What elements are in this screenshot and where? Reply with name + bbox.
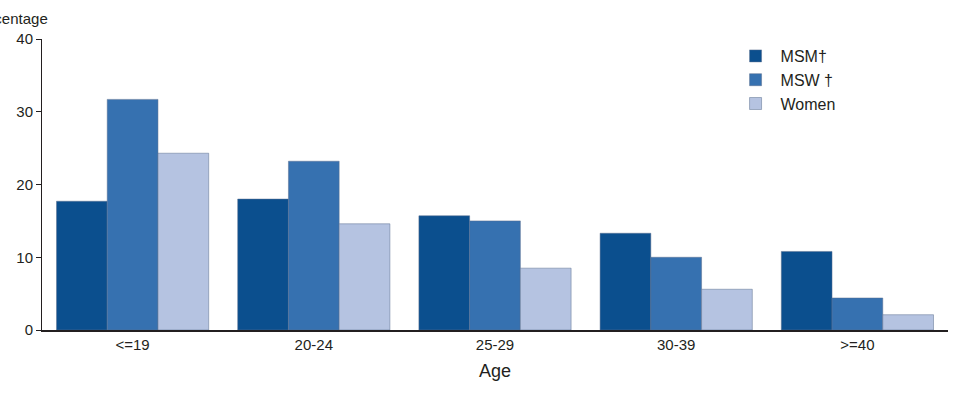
svg-text:20-24: 20-24 [295,336,333,353]
svg-text:10: 10 [16,249,33,266]
svg-text:MSW †: MSW † [781,72,833,89]
svg-text:Age: Age [479,361,511,381]
svg-text:Percentage: Percentage [0,10,48,27]
svg-text:25-29: 25-29 [476,336,514,353]
svg-text:MSM†: MSM† [781,48,827,65]
svg-text:20: 20 [16,176,33,193]
svg-text:40: 40 [16,30,33,47]
svg-text:>=40: >=40 [840,336,874,353]
svg-text:Women: Women [781,96,836,113]
svg-text:30-39: 30-39 [657,336,695,353]
svg-text:<=19: <=19 [115,336,149,353]
svg-text:0: 0 [25,321,33,338]
svg-text:30: 30 [16,103,33,120]
